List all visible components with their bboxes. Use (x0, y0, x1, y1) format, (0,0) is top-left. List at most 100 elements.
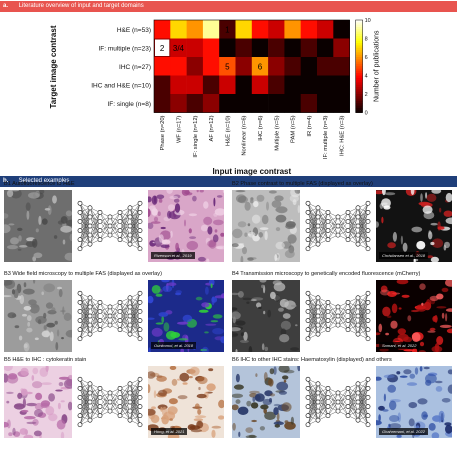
colorbar-tick: 0 (365, 111, 368, 117)
y-axis-label: Target image contrast (49, 25, 58, 108)
heatmap-cell (219, 20, 236, 39)
heatmap-cell (333, 75, 350, 95)
colorbar-segment (355, 75, 363, 79)
heatmap-cell (202, 94, 220, 113)
colorbar-tick: 8 (365, 37, 368, 43)
example-title: B4 Transmission microscopy to geneticall… (232, 271, 421, 277)
input-image (232, 366, 300, 438)
heatmap-cell (202, 20, 220, 39)
colorbar-segment (355, 40, 363, 44)
citation-label: Ounkomol, et al. 2018 (151, 342, 197, 349)
colorbar-segment (355, 70, 363, 74)
colorbar-segment (355, 59, 363, 63)
heatmap-cell (170, 57, 187, 76)
heatmap-cell (300, 75, 318, 95)
x-tick-label: IF: single (n=12) (193, 115, 199, 157)
colorbar-segment (355, 110, 363, 113)
heatmap-cell (219, 75, 236, 95)
heatmap-cell (219, 94, 236, 113)
section-a-letter: a. (3, 3, 9, 9)
colorbar-segment (355, 63, 363, 67)
y-tick-label: IHC and H&E (n=10) (91, 82, 151, 89)
heatmap-cell (219, 38, 236, 58)
colorbar-segment (355, 43, 363, 46)
colorbar-segment (355, 33, 363, 37)
heatmap-cell (202, 57, 220, 76)
neural-network-icon (77, 376, 143, 428)
colorbar-segment (355, 54, 363, 58)
heatmap-cell (154, 20, 171, 39)
example-title: B6 IHC to other IHC stains: Haematoxylin… (232, 357, 392, 363)
heatmap-cell (186, 94, 204, 113)
output-image (148, 190, 224, 262)
x-tick-label: IHC (n=6) (258, 115, 264, 140)
cell-annotation: 2 (160, 44, 165, 53)
colorbar-segment (355, 105, 363, 109)
colorbar-segment (355, 89, 363, 93)
heatmap-cell (268, 75, 285, 95)
output-image (376, 366, 452, 438)
colorbar-tick: 10 (365, 18, 371, 24)
section-b-letter: b. (3, 178, 9, 184)
cell-annotation: 5 (225, 62, 230, 71)
network-diagram (76, 196, 144, 261)
network-diagram (304, 286, 372, 351)
network-diagram (304, 196, 372, 261)
colorbar-segment (355, 96, 363, 100)
input-image (4, 190, 72, 262)
heatmap-cell (154, 75, 171, 95)
heatmap-cell (317, 75, 334, 95)
colorbar-segment (355, 87, 363, 90)
colorbar-segment (355, 100, 363, 104)
example-title: B1 Autofluorescence to H&E (4, 181, 75, 187)
colorbar-segment (355, 107, 363, 111)
colorbar-segment (355, 24, 363, 28)
heatmap-cell (235, 20, 253, 39)
colorbar-segment (355, 47, 363, 51)
section-a-header: a. Literature overview of input and targ… (0, 1, 457, 12)
heatmap-cell (284, 75, 301, 95)
colorbar-tick: 6 (365, 55, 368, 61)
heatmap-cell (268, 57, 285, 76)
neural-network-icon (77, 290, 143, 342)
colorbar-segment (355, 45, 363, 49)
colorbar-segment (355, 29, 363, 32)
heatmap-cell (333, 20, 350, 39)
x-tick-label: Multiple (n=5) (274, 115, 280, 150)
heatmap-cell (317, 94, 334, 113)
colorbar-tick: 2 (365, 92, 368, 98)
colorbar-segment (355, 94, 363, 97)
y-tick-label: IHC (n=27) (119, 64, 151, 71)
heatmap-cell (219, 57, 236, 76)
neural-network-icon (305, 290, 371, 342)
colorbar-segment (355, 98, 363, 102)
colorbar-segment (355, 20, 363, 23)
y-tick-label: IF: single (n=8) (107, 101, 151, 108)
publication-heatmap: 1 2 3/4 5 6 H&E (n=53) IF: multiple (n=23) IHC … (49, 18, 381, 176)
example-title: B3 Wide field microscopy to multiple FAS… (4, 271, 162, 277)
x-tick-label: H&E (n=10) (225, 115, 231, 146)
colorbar-segment (355, 73, 363, 76)
output-image (376, 190, 452, 262)
colorbar-segment (355, 52, 363, 56)
citation-label: Christiansen et al., 2018 (379, 252, 429, 259)
neural-network-icon (305, 200, 371, 252)
heatmap-cell (300, 57, 318, 76)
heatmap-cell (251, 75, 269, 95)
annotation-box (155, 39, 170, 56)
section-b-header: b. Selected examples (0, 176, 457, 187)
section-a-title: Literature overview of input and target … (18, 3, 144, 9)
colorbar-segment (355, 31, 363, 35)
input-image (232, 190, 300, 262)
heatmap-cell (251, 94, 269, 113)
heatmap-cell (284, 57, 301, 76)
heatmap-cell (251, 38, 269, 58)
colorbar-segment (355, 80, 363, 83)
heatmap-cell (317, 57, 334, 76)
heatmap-frame (153, 19, 350, 113)
heatmap-cell (202, 75, 220, 95)
colorbar-segment (355, 91, 363, 95)
heatmap-cell (170, 94, 187, 113)
heatmap-cell (235, 75, 253, 95)
colorbar-segment (355, 22, 363, 26)
